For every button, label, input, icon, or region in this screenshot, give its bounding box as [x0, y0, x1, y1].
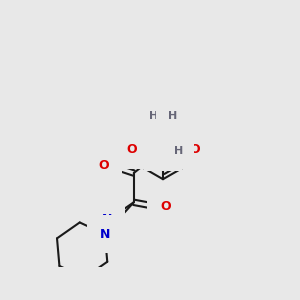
Text: S: S: [158, 143, 168, 157]
Text: O: O: [160, 200, 171, 213]
Text: N: N: [102, 213, 113, 226]
Text: H: H: [168, 111, 177, 121]
Text: N: N: [100, 228, 110, 241]
Text: H: H: [149, 111, 158, 121]
Text: O: O: [189, 143, 200, 157]
Text: O: O: [126, 143, 137, 157]
Text: O: O: [98, 159, 109, 172]
Text: N: N: [164, 143, 174, 157]
Text: N: N: [158, 119, 168, 132]
Text: H: H: [174, 146, 183, 157]
